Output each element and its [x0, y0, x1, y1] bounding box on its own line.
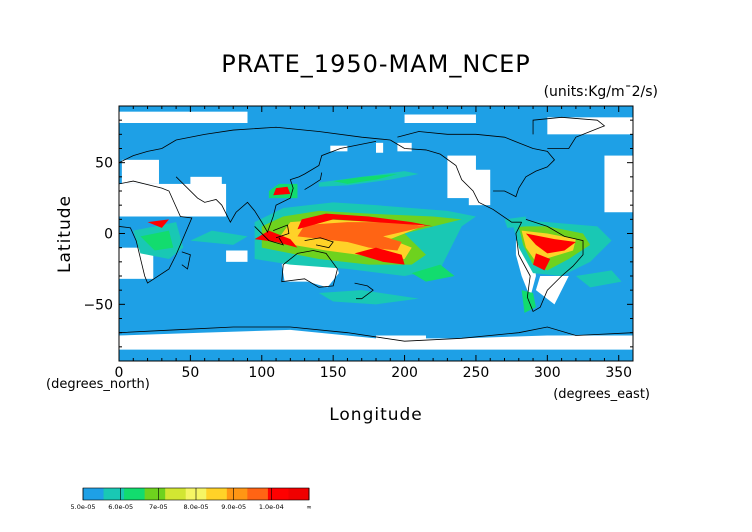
band-7e-05	[140, 230, 174, 251]
coastline-africa	[119, 180, 193, 284]
colorbar-swatch	[124, 488, 146, 500]
missing-data-land	[404, 114, 476, 123]
missing-data-land	[468, 169, 491, 206]
coastline-madagascar	[181, 251, 191, 270]
coastline-eurasia-north	[119, 126, 391, 164]
x-unit-label: (degrees_east)	[553, 387, 650, 402]
coastline-borneo	[273, 224, 290, 239]
colorbar-label: ∞	[306, 503, 311, 511]
colorbar-swatch	[144, 488, 166, 500]
band-1e-04	[297, 213, 434, 230]
y-axis-label: Latitude	[55, 195, 75, 273]
band-1e-04	[147, 219, 169, 228]
coastline-new-guinea	[304, 237, 334, 249]
colorbar-swatch	[288, 488, 310, 500]
band-6e-05	[575, 270, 622, 288]
band-1e-04	[354, 247, 405, 265]
colorbar-label: 7e-05	[149, 503, 168, 511]
missing-data-land	[376, 142, 384, 153]
y-tick-label: 50	[95, 156, 113, 172]
coastline-sumatra	[254, 226, 285, 246]
coastline-north-america-east	[397, 131, 556, 198]
band-1e-04	[525, 233, 576, 254]
x-tick-label: 350	[605, 365, 632, 381]
colorbar-label: 6.0e-05	[108, 503, 133, 511]
colorbar-label: 1.0e-04	[259, 503, 284, 511]
band-1e-04	[533, 253, 551, 271]
colorbar-label: 8.0e-05	[184, 503, 209, 511]
missing-data-land	[330, 145, 348, 152]
band-1e-04	[297, 222, 426, 251]
missing-data-land	[397, 142, 412, 152]
colorbar-swatch	[247, 488, 269, 500]
precipitation-field	[119, 111, 633, 350]
band-6e-05	[190, 230, 248, 245]
x-tick-label: 0	[115, 365, 124, 381]
coastline-new-zealand	[354, 282, 374, 300]
missing-data-land	[226, 250, 248, 262]
band-7e-05	[333, 174, 398, 184]
missing-data-land	[190, 176, 222, 199]
band-7e-05	[411, 264, 455, 282]
x-axis: 0 50 100 150 200 250 300 350	[115, 106, 632, 381]
y-tick-label: −50	[83, 297, 113, 313]
band-6e-05	[318, 290, 419, 305]
missing-data-antarctica	[119, 329, 633, 350]
x-axis-label: Longitude	[329, 405, 423, 425]
missing-data-patagonia	[535, 276, 569, 305]
plot-area	[118, 105, 634, 362]
colorbar: 5.0e-05 6.0e-05 7e-05 8.0e-05 9.0e-05 1.0e-04…	[71, 487, 312, 511]
chart-title: PRATE_1950-MAM_NCEP	[221, 50, 530, 78]
x-tick-label: 50	[181, 365, 199, 381]
coastline-japan	[304, 172, 323, 190]
coastlines	[119, 116, 633, 342]
missing-data-land	[121, 159, 159, 184]
y-tick-label: 0	[104, 227, 113, 243]
x-tick-label: 100	[248, 365, 275, 381]
colorbar-swatch	[267, 488, 289, 500]
colorbar-swatch	[165, 488, 187, 500]
coastline-antarctica	[119, 326, 633, 342]
y-unit-label: (degrees_north)	[46, 377, 150, 392]
band-1e-04	[273, 186, 291, 196]
missing-data-land	[119, 111, 248, 123]
coastline-australia	[281, 250, 338, 288]
coastline-north-america-west	[390, 139, 522, 223]
coastline-greenland	[532, 116, 606, 149]
band-1e-04	[254, 230, 298, 248]
units-label: (units:Kg/m¯2/s)	[544, 84, 658, 100]
colorbar-swatch	[103, 488, 125, 500]
x-tick-label: 250	[463, 365, 490, 381]
missing-data-land	[547, 117, 633, 135]
colorbar-label: 5.0e-05	[71, 503, 96, 511]
colorbar-swatch	[206, 488, 228, 500]
coastline-south-america	[515, 218, 584, 312]
colorbar-label: 9.0e-05	[221, 503, 246, 511]
x-tick-label: 200	[391, 365, 418, 381]
y-axis: 50 0 −50	[83, 119, 633, 348]
x-tick-label: 300	[534, 365, 561, 381]
x-tick-label: 150	[320, 365, 347, 381]
coastline-asia	[175, 141, 377, 234]
missing-data-land	[604, 155, 633, 213]
colorbar-swatch	[226, 488, 248, 500]
colorbar-swatch	[83, 488, 105, 500]
